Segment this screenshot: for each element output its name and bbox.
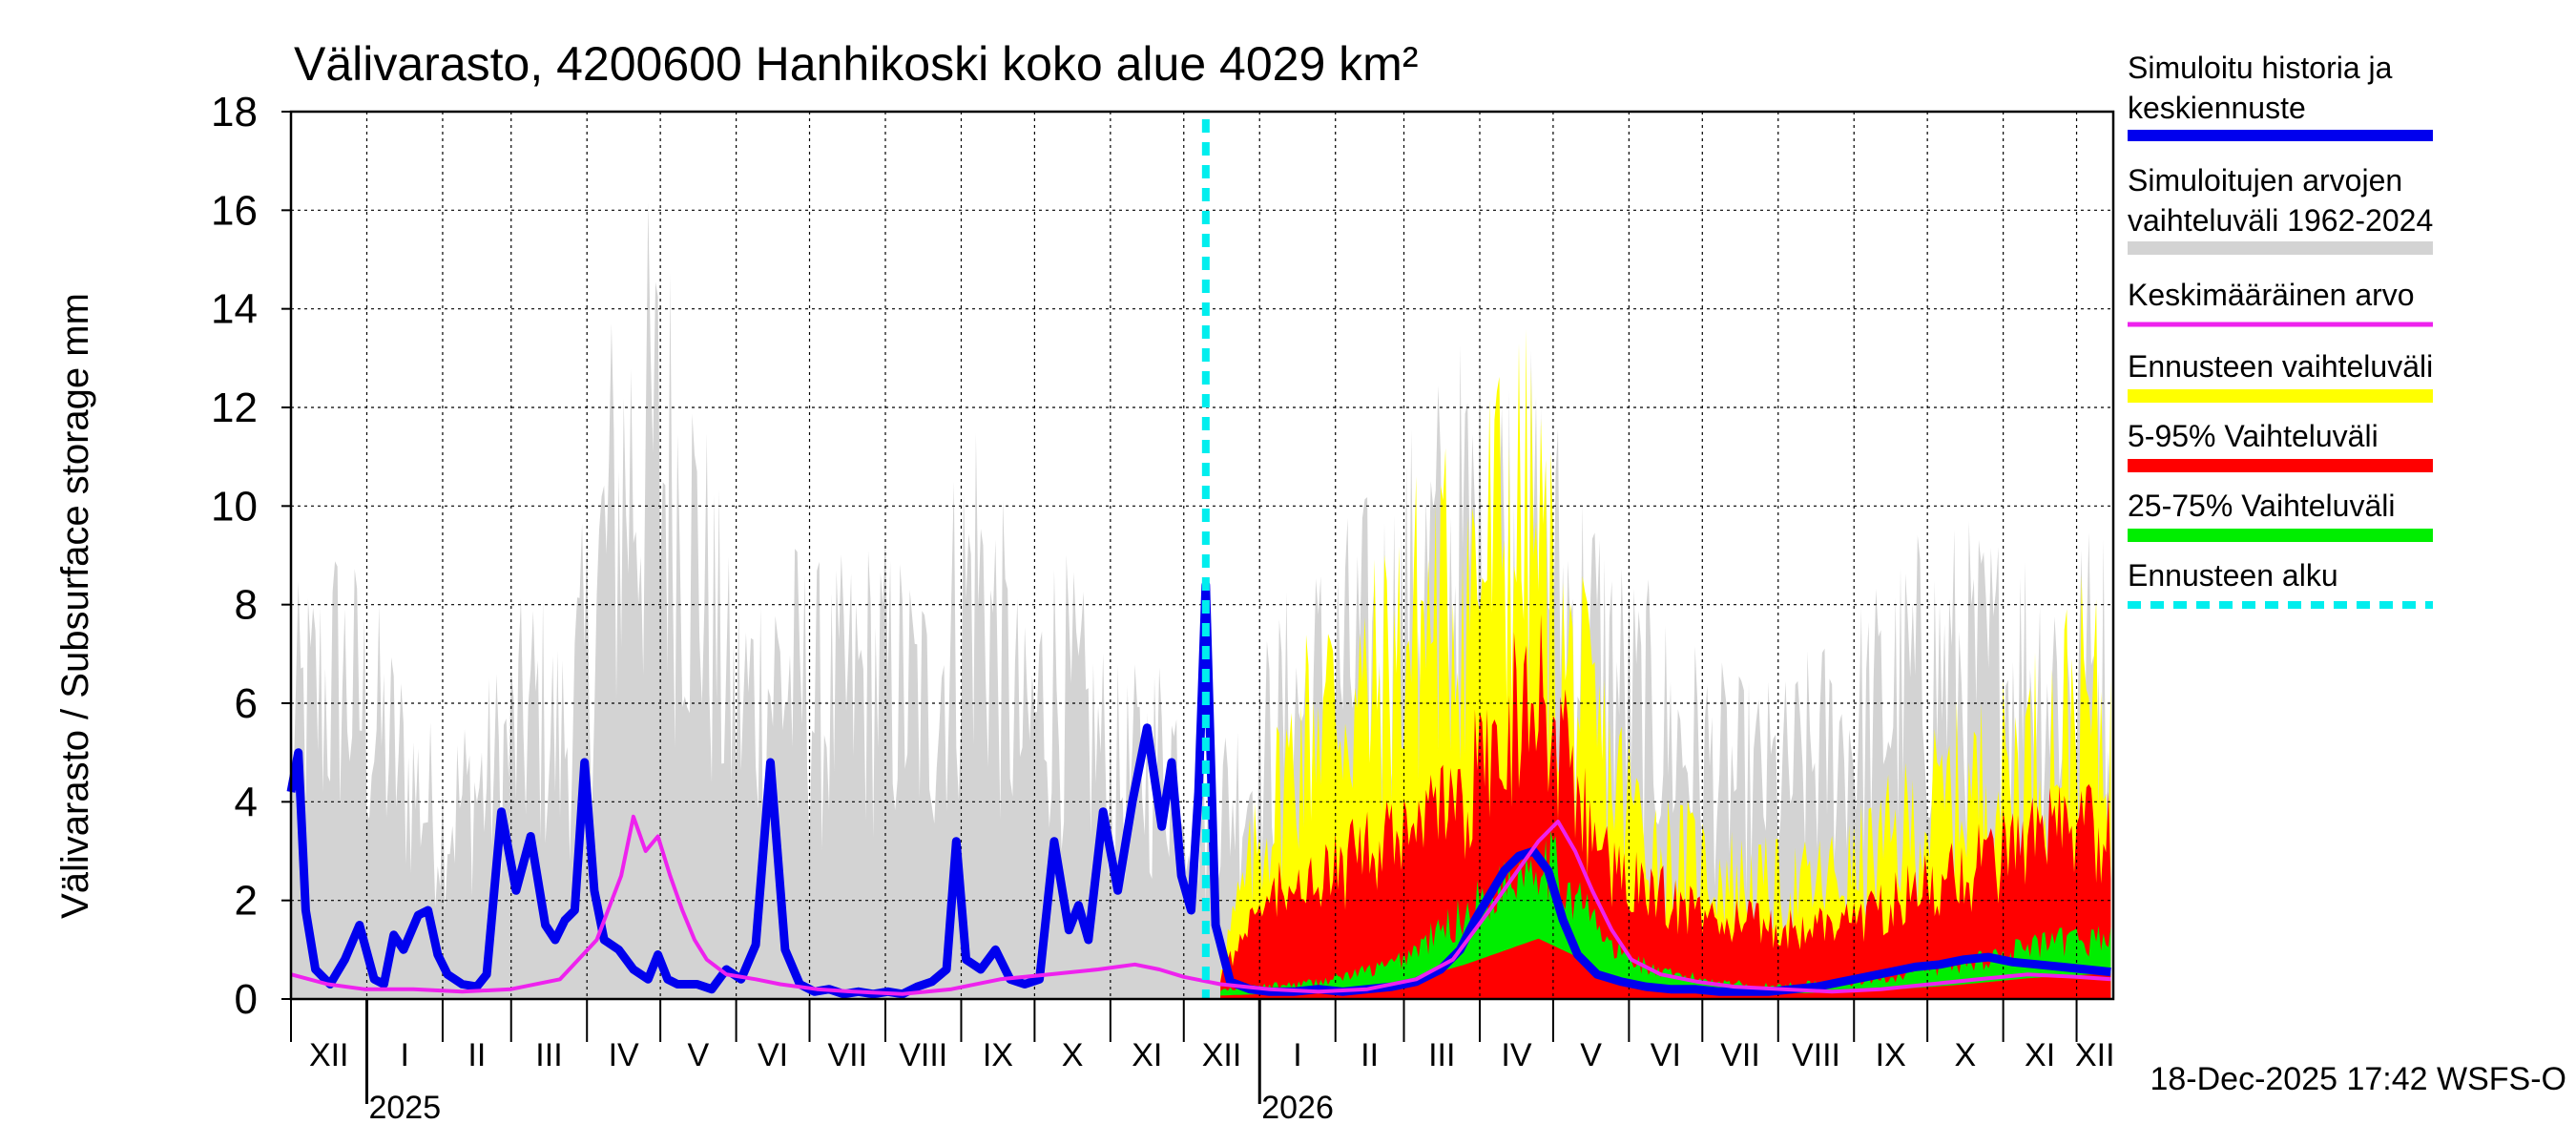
series-line-mean	[290, 814, 2111, 996]
y-tick-label: 8	[235, 582, 258, 629]
month-label: III	[1428, 1037, 1455, 1073]
footer-timestamp: 18-Dec-2025 17:42 WSFS-O	[2150, 1061, 2566, 1097]
variability-bands	[291, 202, 2111, 999]
y-tick-label: 2	[235, 878, 258, 925]
percentile-25-75-band	[1220, 830, 2111, 999]
month-label: VIII	[1792, 1037, 1840, 1073]
series-lines	[286, 119, 2111, 999]
month-label: I	[1293, 1037, 1301, 1073]
percentile-5-95-band	[1220, 614, 2111, 999]
year-label: 2026	[1261, 1090, 1334, 1126]
y-axis-label: Välivarasto / Subsurface storage mm	[54, 293, 96, 919]
month-label: V	[688, 1037, 710, 1073]
year-label: 2025	[368, 1090, 441, 1126]
y-tick-label: 12	[211, 385, 258, 431]
y-tick-label: 18	[211, 89, 258, 135]
plot-border	[289, 110, 2115, 1001]
month-label: VII	[827, 1037, 867, 1073]
month-label: II	[467, 1037, 486, 1073]
y-tick-label: 16	[211, 187, 258, 234]
chart-title: Välivarasto, 4200600 Hanhikoski koko alu…	[294, 37, 1418, 91]
legend-label: 5-95% Vaihteluväli	[2128, 419, 2379, 453]
month-label: X	[1062, 1037, 1084, 1073]
month-label: V	[1580, 1037, 1602, 1073]
grid	[291, 111, 2113, 1000]
month-label: XI	[2025, 1037, 2055, 1073]
month-label: IX	[1876, 1037, 1906, 1073]
y-tick-labels: 0 2 4 6 8 10 12 14 16 18	[211, 89, 291, 1023]
y-tick-label: 0	[235, 976, 258, 1023]
month-label: VI	[758, 1037, 788, 1073]
y-tick-label: 6	[235, 680, 258, 727]
month-label: X	[1955, 1037, 1977, 1073]
month-label: IV	[609, 1037, 639, 1073]
month-label: II	[1361, 1037, 1379, 1073]
month-label: VII	[1720, 1037, 1760, 1073]
month-label: XI	[1132, 1037, 1162, 1073]
legend-label: Keskimääräinen arvo	[2128, 278, 2415, 312]
month-label: IV	[1501, 1037, 1531, 1073]
legend-label: Ennusteen vaihteluväli	[2128, 349, 2433, 384]
x-axis: XII I II III IV V VI VII VIII IX X XI XII I II III IV V VI…	[290, 999, 2115, 1126]
month-label: IX	[983, 1037, 1013, 1073]
month-label: I	[400, 1037, 408, 1073]
y-tick-label: 10	[211, 483, 258, 530]
legend-label: Simuloitu historia ja keskiennuste	[2128, 51, 2393, 125]
month-label: XII	[309, 1037, 349, 1073]
legend-label: Ennusteen alku	[2128, 558, 2338, 593]
historical-range-band	[291, 202, 2111, 999]
month-label: VIII	[899, 1037, 947, 1073]
month-label: VI	[1651, 1037, 1681, 1073]
legend-label: 25-75% Vaihteluväli	[2128, 489, 2395, 523]
legend: Simuloitu historia ja keskiennuste Simuloi…	[2128, 51, 2433, 609]
lower-band	[1220, 938, 2111, 999]
month-label: III	[535, 1037, 562, 1073]
month-label: XII	[1202, 1037, 1242, 1073]
series-line-history	[286, 580, 2111, 999]
plot-frame	[289, 110, 2115, 1001]
legend-label: Simuloitujen arvojen vaihteluväli 1962-20…	[2128, 163, 2433, 238]
y-tick-label: 14	[211, 286, 258, 333]
y-tick-label: 4	[235, 779, 258, 825]
month-label: XII	[2075, 1037, 2115, 1073]
